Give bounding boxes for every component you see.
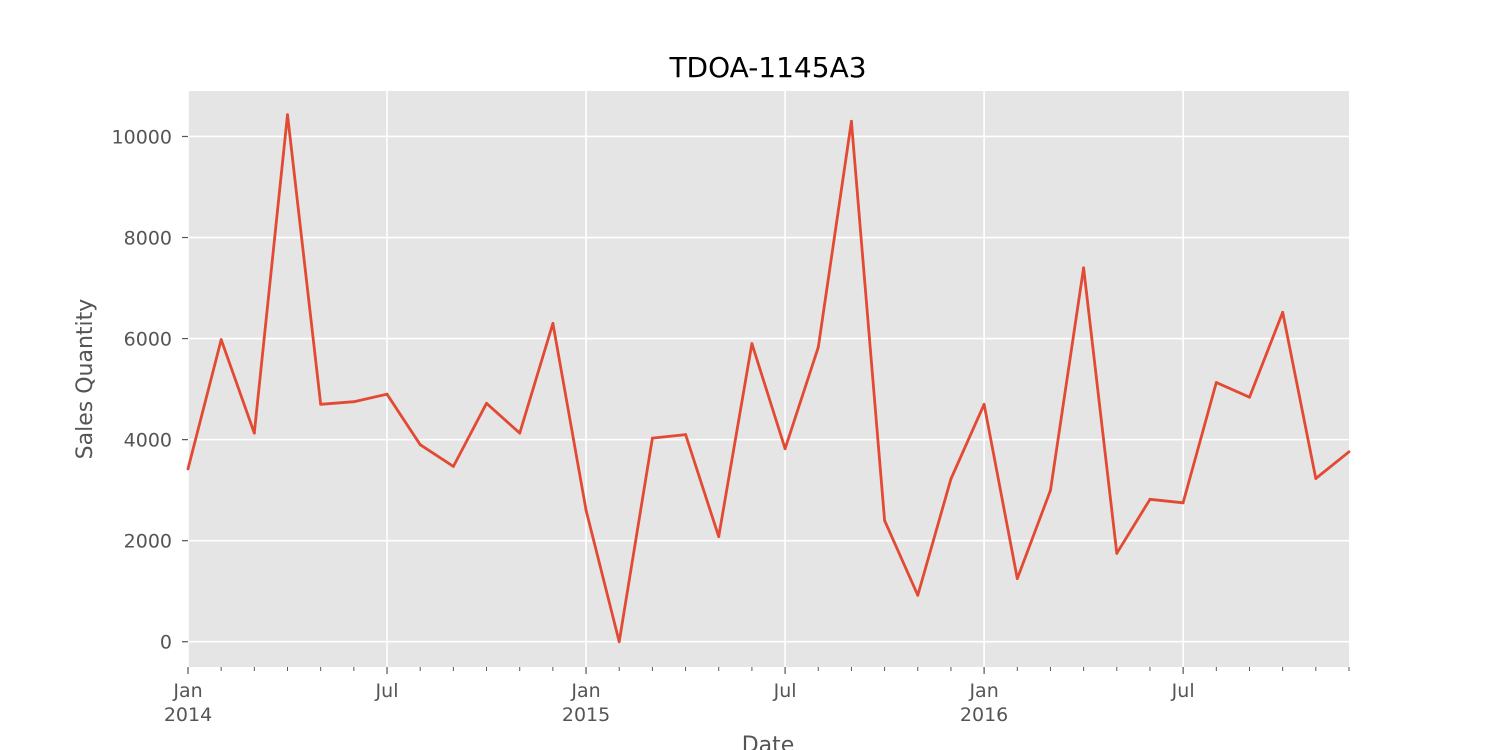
series-line [186,113,1350,644]
data-point [518,431,522,435]
x-tick-label: Jul [773,680,797,702]
grid [187,91,1349,667]
data-point [551,322,555,325]
y-tick-label: 4000 [124,430,172,452]
plot-area [188,91,1349,667]
y-tick-label: 8000 [124,228,172,250]
x-tick-label: Jul [375,680,399,702]
data-point [1015,577,1019,580]
data-point [319,402,323,406]
x-tick-year-label: 2015 [562,704,610,726]
data-point [252,431,256,435]
data-point [451,465,455,468]
x-tick-label: Jan [570,680,600,702]
data-point [883,519,886,522]
x-tick-year-label: 2014 [164,704,212,726]
data-point [1082,266,1086,270]
data-point [1115,551,1119,555]
data-point [1347,450,1351,454]
data-point [485,401,488,405]
data-point [617,640,621,644]
data-point [816,345,820,349]
data-point [1281,310,1285,314]
y-tick-label: 6000 [124,329,172,351]
data-point [783,447,787,451]
chart-title: TDOA-1145A3 [668,51,866,84]
data-point [850,119,853,123]
y-axis-label: Sales Quantity [73,299,98,460]
x-axis-label: Date [742,733,795,750]
data-point [916,593,920,597]
data-point [982,402,986,406]
y-tick-label: 2000 [124,531,172,553]
data-point [1049,488,1052,492]
y-tick-label: 10000 [112,126,172,148]
series [186,113,1351,644]
data-point [584,508,588,512]
data-point [219,338,223,341]
data-point [717,535,721,539]
x-tick-year-label: 2016 [960,704,1008,726]
data-point [1148,497,1152,501]
x-tick-label: Jan [968,680,998,702]
x-tick-label: Jan [172,680,202,702]
data-point [186,467,190,471]
data-point [1248,395,1251,399]
data-point [949,477,953,481]
data-point [1181,501,1185,505]
data-point [385,392,389,396]
data-point [286,113,289,117]
data-point [651,436,654,440]
data-point [1314,477,1318,480]
data-point [352,400,356,404]
y-tick-label: 0 [160,632,172,654]
data-point [418,443,422,447]
data-point [684,433,687,436]
y-axis: 0 2000 4000 6000 8000 10000 [112,126,188,654]
data-point [1214,381,1218,384]
x-tick-label: Jul [1171,680,1195,702]
data-point [750,342,754,346]
